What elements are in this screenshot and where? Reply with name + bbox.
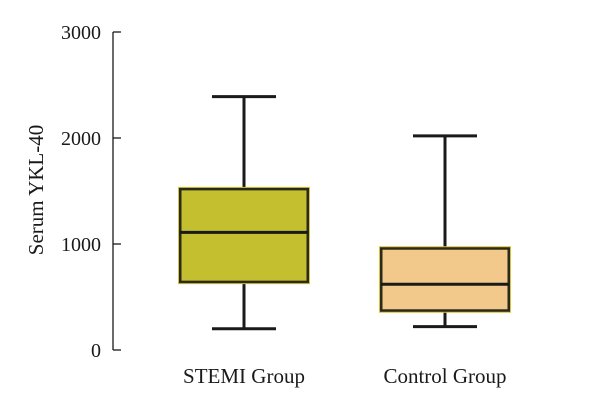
stemi-group-box: [178, 187, 310, 284]
y-axis-title: Serum YKL-40: [24, 125, 48, 255]
stemi-group-box-outline: [178, 186, 310, 285]
y-tick-label-1000: 1000: [61, 234, 101, 256]
y-tick-label-3000: 3000: [61, 22, 101, 44]
y-tick-label-2000: 2000: [61, 128, 101, 150]
control-group-box: [379, 246, 511, 313]
plot-area: 0 1000 2000 3000 STEMI Group Control Group: [61, 22, 511, 388]
control-group-box-outline: [379, 246, 511, 313]
x-category-label-control-group: Control Group: [383, 364, 506, 388]
x-category-label-stemi-group: STEMI Group: [183, 364, 305, 388]
y-tick-label-0: 0: [91, 340, 101, 362]
